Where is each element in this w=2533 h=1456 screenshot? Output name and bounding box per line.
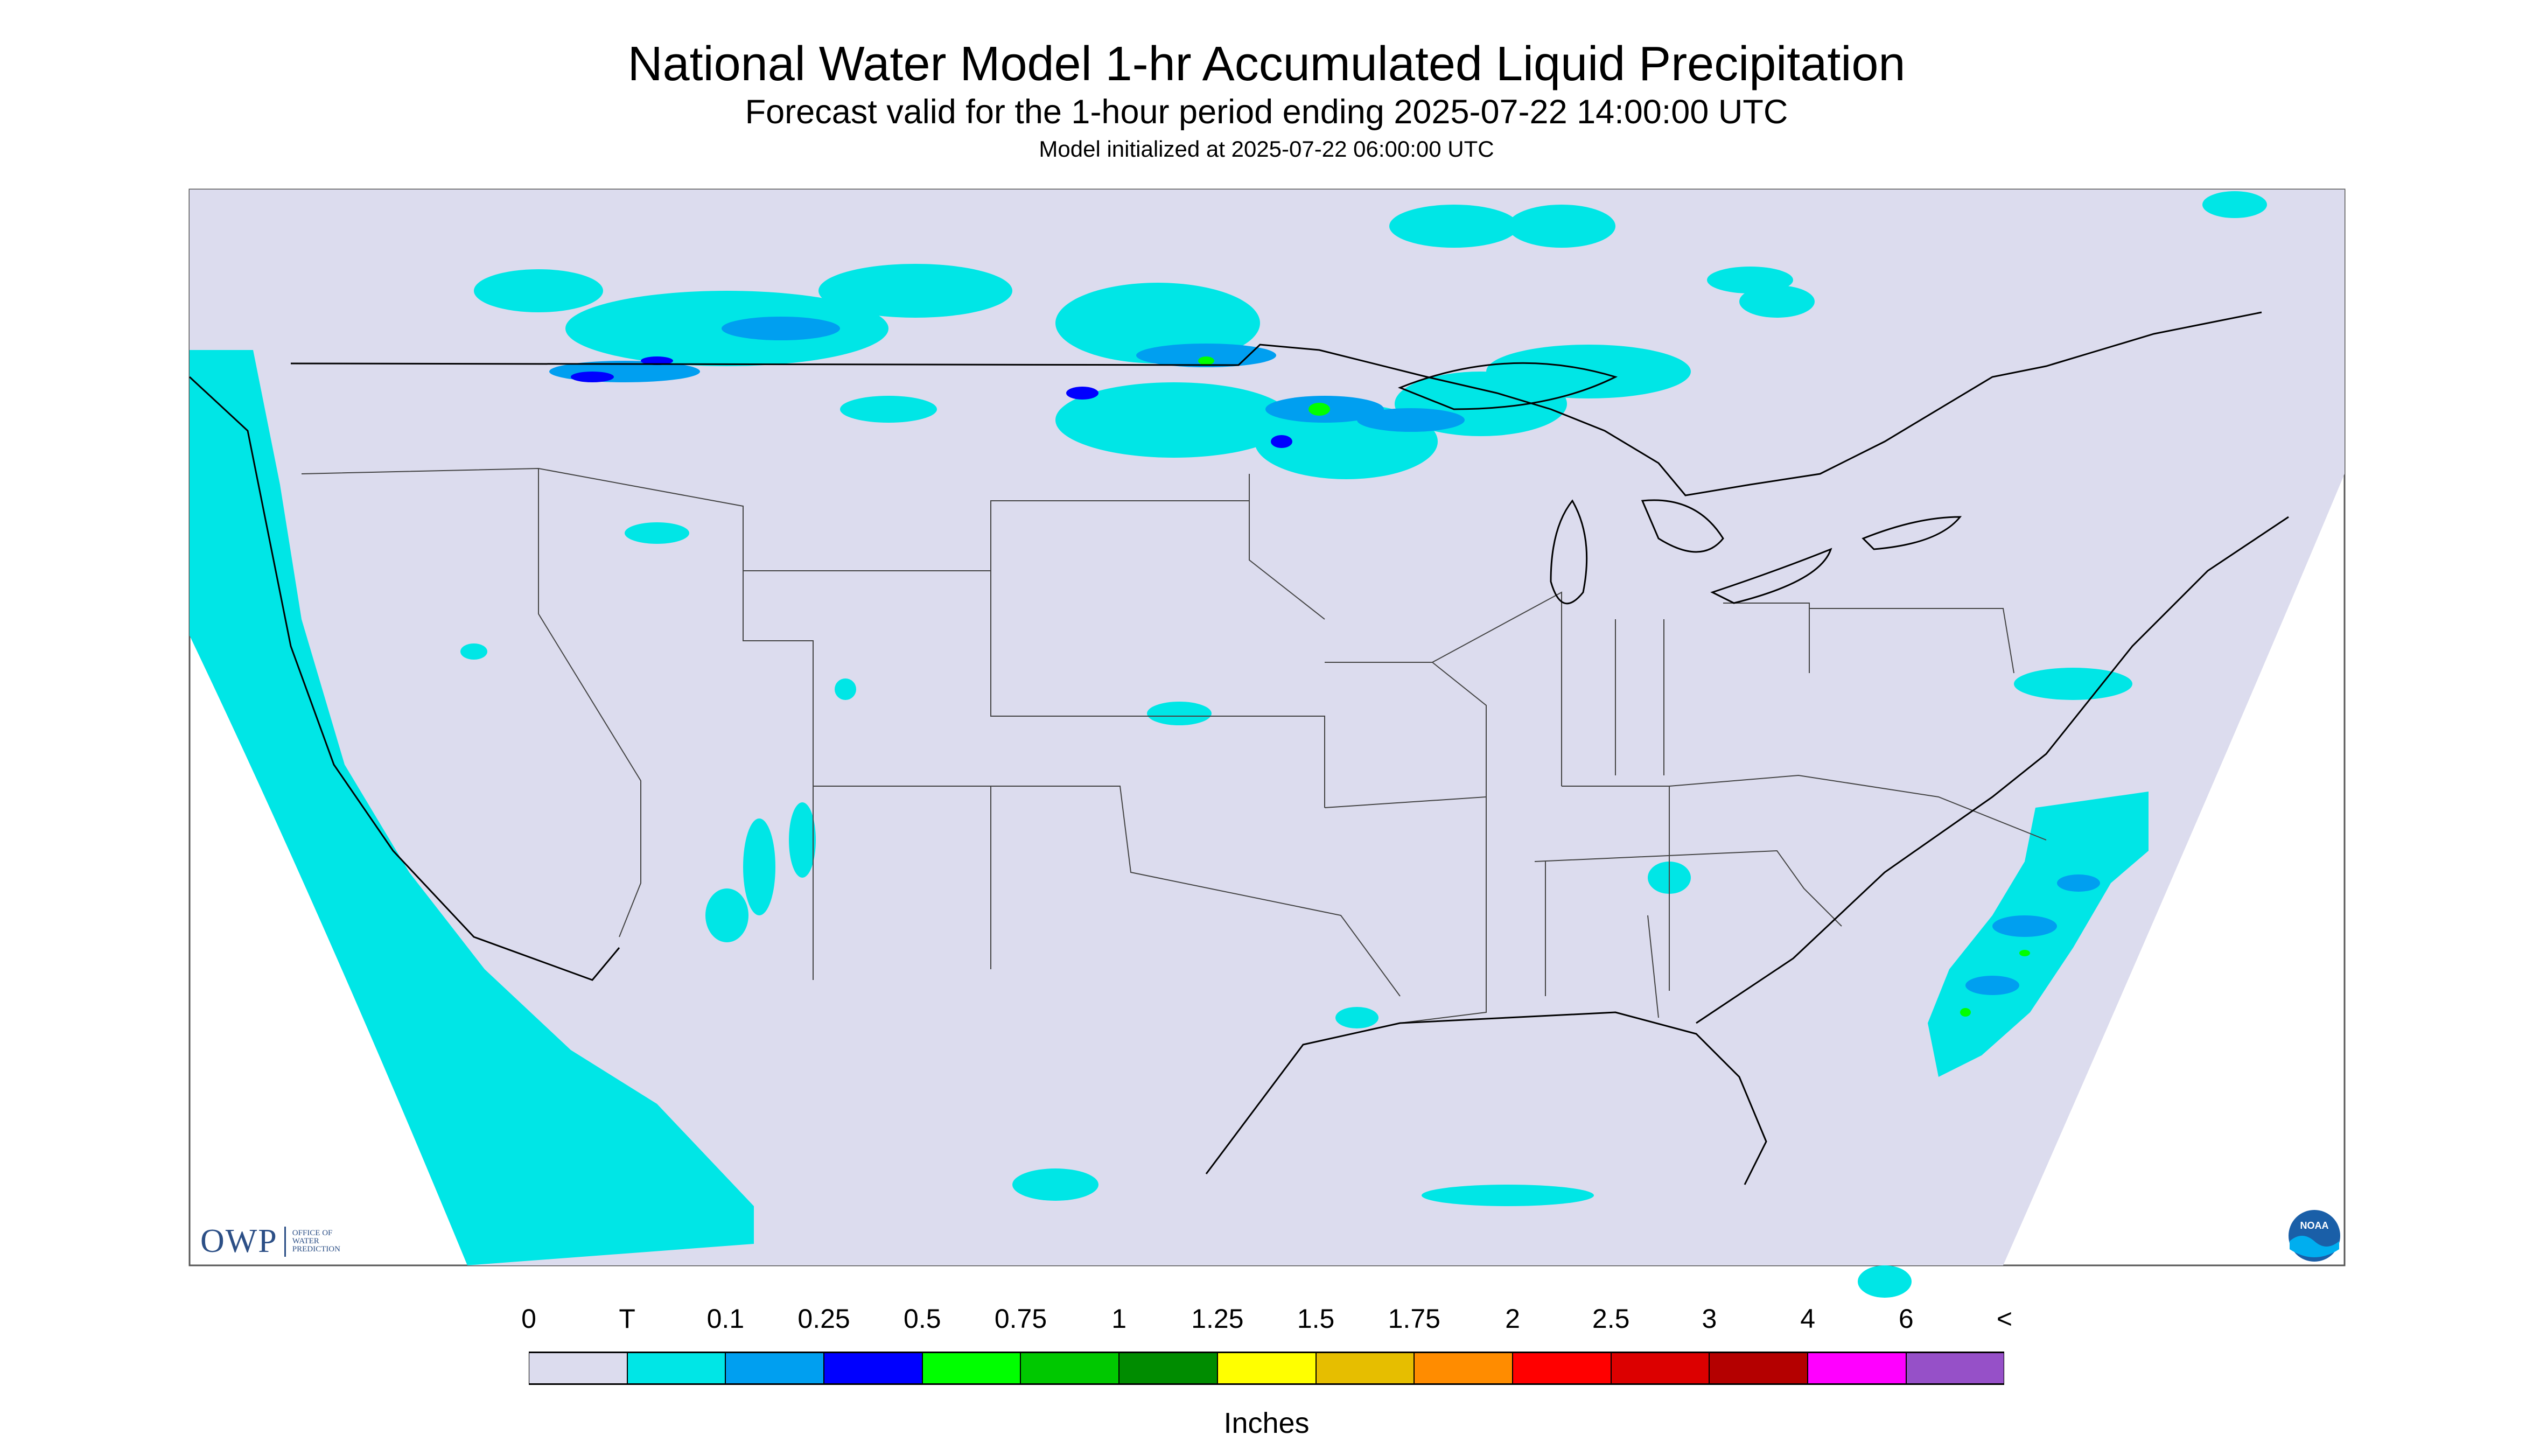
owp-logo-text: OWP	[200, 1223, 278, 1259]
legend-label: <	[1996, 1304, 2013, 1334]
legend-label: 6	[1898, 1304, 1914, 1334]
legend-label: T	[619, 1304, 635, 1334]
precip-north-green	[1198, 356, 1330, 416]
legend-label: 0.75	[994, 1304, 1047, 1334]
legend-swatch	[1906, 1352, 2005, 1385]
owp-logo-divider	[284, 1226, 286, 1257]
state-borders	[301, 467, 2047, 1024]
legend-swatch	[529, 1352, 627, 1385]
legend-swatch	[1611, 1352, 1710, 1385]
map-subtitle: Forecast valid for the 1-hour period end…	[745, 93, 1788, 131]
legend-swatch	[824, 1352, 922, 1385]
legend-label: 1.25	[1191, 1304, 1244, 1334]
precip-north-heavy	[571, 356, 1292, 448]
legend-swatch	[627, 1352, 726, 1385]
legend-label: 0	[521, 1304, 536, 1334]
legend-label: 2	[1505, 1304, 1520, 1334]
legend-label: 3	[1702, 1304, 1717, 1334]
owp-logo-subtext: OFFICE OF WATER PREDICTION	[292, 1229, 340, 1254]
legend-swatch	[1119, 1352, 1217, 1385]
noaa-logo-text: NOAA	[2300, 1220, 2329, 1231]
legend-swatch	[922, 1352, 1021, 1385]
noaa-logo: NOAA	[2286, 1208, 2342, 1264]
great-lakes	[1397, 362, 1962, 605]
legend-swatch	[1414, 1352, 1513, 1385]
legend-swatch	[1807, 1352, 1906, 1385]
owp-logo: OWP OFFICE OF WATER PREDICTION	[200, 1222, 340, 1261]
legend-swatch	[1316, 1352, 1415, 1385]
legend-swatch	[725, 1352, 824, 1385]
legend-swatch	[1020, 1352, 1119, 1385]
legend-swatch	[1512, 1352, 1611, 1385]
us-canada-border	[290, 311, 2262, 496]
legend-label: 1.5	[1297, 1304, 1335, 1334]
legend-label: 0.1	[706, 1304, 745, 1334]
map-title: National Water Model 1-hr Accumulated Li…	[627, 37, 1906, 91]
legend-color-bar	[529, 1352, 2005, 1385]
precip-atlantic-green	[1960, 950, 2030, 1017]
legend-label: 1.75	[1388, 1304, 1440, 1334]
legend-label: 0.25	[797, 1304, 850, 1334]
model-domain	[190, 190, 2345, 1265]
legend-swatch	[1217, 1352, 1316, 1385]
legend-units: Inches	[1223, 1407, 1310, 1439]
legend-label: 0.5	[904, 1304, 941, 1334]
precip-pacific	[190, 350, 754, 1265]
model-init-text: Model initialized at 2025-07-22 06:00:00…	[1039, 136, 1494, 162]
precip-atlantic-medium	[1965, 874, 2100, 995]
precip-scattered	[460, 643, 2132, 1298]
legend-label: 4	[1800, 1304, 1815, 1334]
coastline	[188, 376, 2289, 1185]
legend-label: 1	[1111, 1304, 1127, 1334]
legend-label: 2.5	[1592, 1304, 1630, 1334]
legend-swatch	[1709, 1352, 1808, 1385]
